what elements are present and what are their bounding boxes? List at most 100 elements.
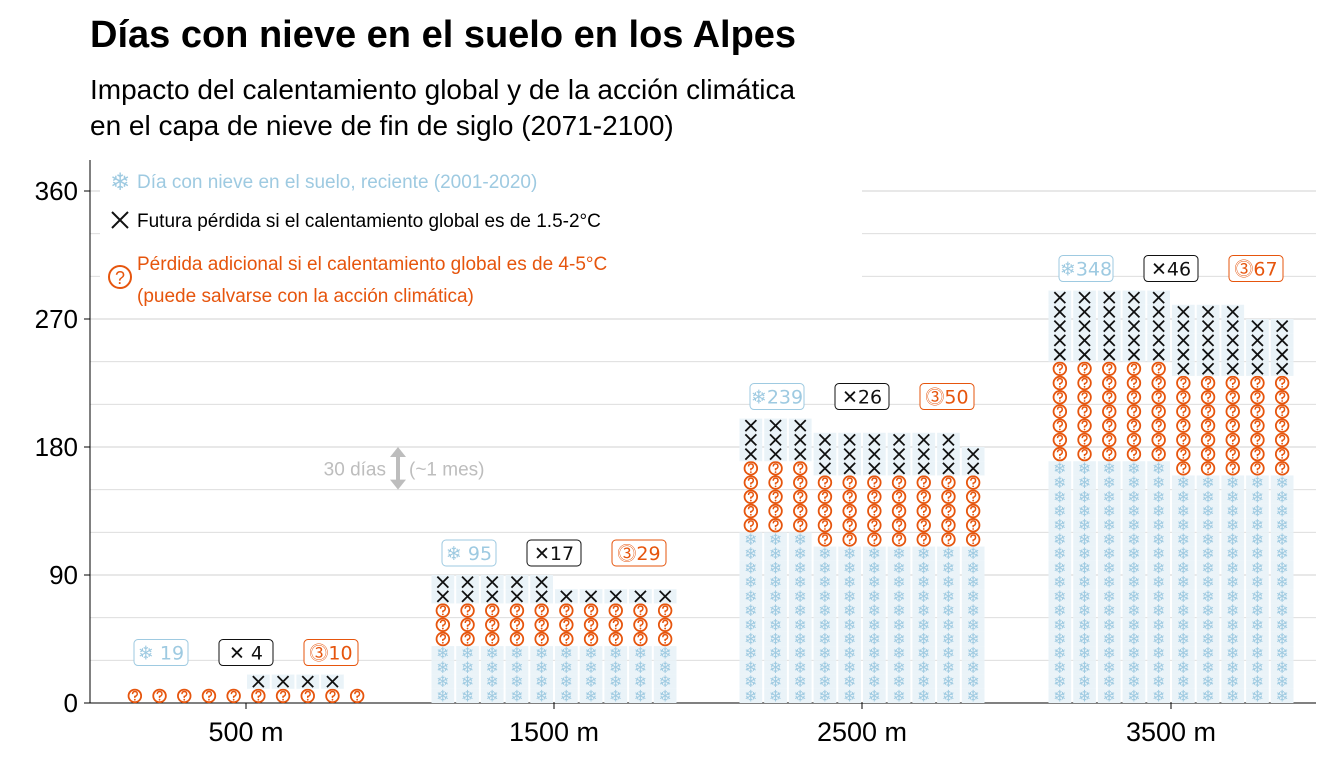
question-circle — [633, 603, 648, 618]
snow-cell-bg — [937, 646, 960, 661]
cross-icon — [1122, 290, 1146, 305]
legend-cross-icon — [111, 211, 129, 229]
question-circle — [941, 489, 956, 504]
snow-cell-bg — [1122, 503, 1146, 519]
cross-glyph — [942, 462, 955, 475]
x-tick-label: 2500 m — [817, 717, 907, 747]
question-circle-icon — [1274, 390, 1290, 405]
question-circle-icon — [1250, 390, 1265, 405]
snowflake-icon: ❄ — [813, 544, 837, 563]
snow-cell-bg — [838, 646, 861, 661]
snow-cell-bg — [1097, 461, 1121, 476]
snow-cell-bg — [764, 532, 787, 547]
snowflake-icon: ❄ — [1246, 502, 1269, 521]
snowflake-glyph: ❄ — [1152, 573, 1165, 592]
snowflake-glyph: ❄ — [1078, 601, 1091, 620]
question-circle — [1052, 446, 1068, 462]
question-circle — [583, 603, 599, 618]
snowflake-icon: ❄ — [1196, 516, 1220, 535]
snowflake-icon: ❄ — [1172, 587, 1195, 606]
question-circle-icon — [485, 631, 500, 647]
question-circle — [793, 475, 808, 490]
question-circle-icon — [768, 475, 783, 490]
snowflake-glyph: ❄ — [1177, 573, 1190, 592]
group-1500-m: ❄❄❄❄❄❄❄❄❄❄❄❄❄❄❄❄❄❄❄❄❄❄❄❄❄❄❄❄❄❄❄❄❄❄❄❄❄❄❄❄ — [431, 575, 677, 705]
snow-cell-bg — [1073, 560, 1096, 575]
cross-icon — [1270, 361, 1294, 376]
snowflake-icon: ❄ — [1196, 672, 1220, 691]
cross-icon — [1246, 319, 1269, 334]
snow-cell-bg — [1097, 518, 1121, 533]
snowflake-icon: ❄ — [1221, 530, 1245, 549]
snow-cell-bg — [1246, 603, 1269, 618]
question-circle — [583, 631, 599, 647]
snowflake-glyph: ❄ — [1251, 502, 1264, 521]
value-label-extra: ⓷10 — [303, 639, 359, 667]
snowflake-glyph: ❄ — [1053, 544, 1066, 563]
snow-cell-bg — [813, 660, 837, 675]
snow-cell-bg — [1246, 503, 1269, 519]
legend-label-extra: Pérdida adicional si el calentamiento gl… — [137, 254, 607, 275]
snow-cell-bg — [937, 674, 960, 689]
snow-cell-bg — [912, 631, 936, 647]
cross-glyph — [868, 447, 881, 461]
question-mark — [1056, 392, 1064, 400]
value-label-text: ❄348 — [1060, 259, 1112, 281]
question-circle-icon — [817, 489, 833, 504]
snow-cell-bg — [961, 688, 985, 703]
snowflake-icon: ❄ — [937, 630, 960, 649]
question-circle-icon — [867, 532, 882, 547]
question-circle — [1077, 375, 1092, 391]
snowflake-icon: ❄ — [579, 686, 603, 705]
snowflake-glyph: ❄ — [535, 686, 548, 705]
question-circle — [867, 475, 882, 490]
question-dot — [1108, 414, 1111, 417]
legend-label-loss: Futura pérdida si el calentamiento globa… — [137, 211, 601, 232]
snowflake-icon: ❄ — [813, 630, 837, 649]
snowflake-icon: ❄ — [1048, 544, 1072, 563]
snowflake-glyph: ❄ — [1251, 473, 1264, 492]
snow-cell-bg — [1270, 688, 1294, 703]
question-mark — [1155, 434, 1162, 442]
snow-cell-bg — [1048, 503, 1072, 519]
snowflake-glyph: ❄ — [966, 573, 979, 592]
question-dot — [922, 485, 925, 488]
snowflake-glyph: ❄ — [843, 558, 856, 577]
question-circle — [325, 688, 340, 704]
snow-cell-bg — [1073, 660, 1096, 675]
question-circle — [1274, 432, 1290, 448]
snow-cell-bg — [1073, 674, 1096, 689]
snowflake-glyph: ❄ — [1053, 630, 1066, 649]
cross-icon — [1172, 304, 1195, 319]
question-circle — [842, 489, 857, 504]
snowflake-glyph: ❄ — [818, 573, 831, 592]
question-dot — [824, 513, 826, 516]
snowflake-glyph: ❄ — [1103, 601, 1116, 620]
question-circle — [743, 461, 759, 476]
snowflake-icon: ❄ — [1097, 615, 1121, 634]
snow-cell-bg — [1073, 589, 1096, 604]
cross-icon — [813, 461, 837, 476]
snowflake-glyph: ❄ — [1226, 558, 1239, 577]
snowflake-glyph: ❄ — [843, 672, 856, 691]
question-circle-icon — [177, 688, 192, 704]
snowflake-glyph: ❄ — [744, 601, 757, 620]
question-circle-icon — [1052, 432, 1068, 448]
question-circle-icon — [300, 688, 315, 704]
question-dot — [749, 513, 752, 516]
snow-cell-bg — [912, 560, 936, 575]
snow-cell-bg — [764, 589, 787, 604]
cross-icon — [961, 447, 985, 462]
value-label-box — [133, 639, 189, 667]
value-label-loss: ✕26 — [834, 383, 890, 411]
question-dot — [1133, 400, 1135, 402]
question-mark — [538, 633, 545, 641]
snowflake-icon: ❄ — [937, 672, 960, 691]
question-circle — [485, 603, 500, 618]
snow-cell-bg — [1147, 489, 1170, 504]
question-dot — [1182, 442, 1185, 445]
question-dot — [1157, 400, 1160, 402]
snowflake-icon: ❄ — [1196, 686, 1220, 705]
snow-cell-bg — [653, 674, 677, 689]
snow-cell-bg — [604, 646, 628, 661]
